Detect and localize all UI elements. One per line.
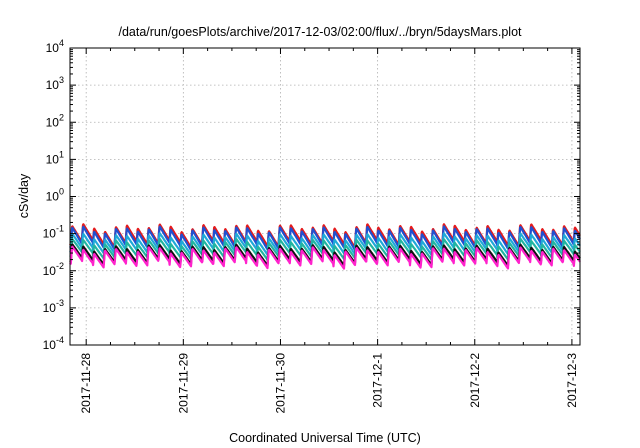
x-tick-label: 2017-12-1 <box>371 353 385 408</box>
x-axis-label: Coordinated Universal Time (UTC) <box>229 431 421 445</box>
series-line-3 <box>69 237 581 261</box>
series-line-2 <box>69 232 581 256</box>
y-axis-label: cSv/day <box>17 173 31 218</box>
y-tick-label: 100 <box>46 187 64 204</box>
ticks <box>70 47 580 346</box>
x-tick-label: 2017-12-2 <box>468 353 482 408</box>
grid <box>70 48 580 345</box>
y-tick-label: 10-1 <box>43 224 64 241</box>
y-tick-label: 103 <box>46 75 64 92</box>
series-layer <box>69 223 581 270</box>
series-line-4 <box>69 243 581 267</box>
x-tick-label: 2017-11-29 <box>176 353 190 414</box>
y-tick-label: 10-2 <box>43 261 64 278</box>
y-tick-label: 104 <box>46 38 64 55</box>
y-tick-labels: 10-4 10-3 10-2 10-1 100 101 102 103 104 <box>43 38 64 352</box>
x-tick-label: 2017-12-3 <box>565 353 579 408</box>
y-tick-label: 102 <box>46 112 64 129</box>
y-tick-label: 10-4 <box>43 335 64 352</box>
y-tick-label: 10-3 <box>43 298 64 315</box>
x-tick-labels: 2017-11-28 2017-11-29 2017-11-30 2017-12-1 2… <box>79 353 579 414</box>
chart-title: /data/run/goesPlots/archive/2017-12-03/0… <box>118 25 522 39</box>
series-line-5 <box>69 245 581 270</box>
series-line-1 <box>69 225 581 252</box>
x-tick-label: 2017-11-28 <box>79 353 93 414</box>
x-tick-label: 2017-11-30 <box>273 353 287 414</box>
y-tick-label: 101 <box>46 149 64 166</box>
